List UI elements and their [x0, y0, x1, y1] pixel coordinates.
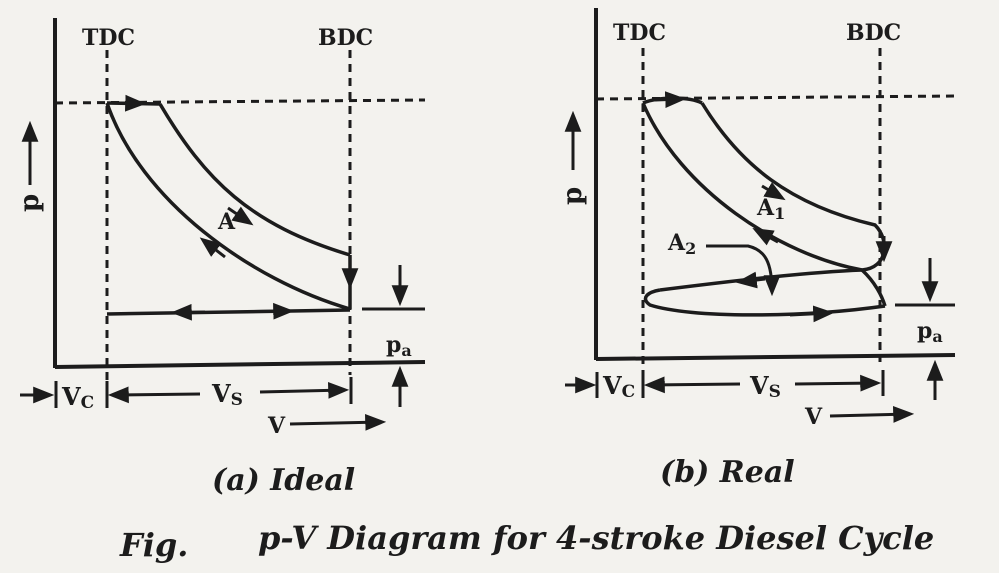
tdc-label-b: TDC: [613, 20, 666, 46]
p-axis-label-b: p: [558, 187, 588, 205]
v-axis-arrow-b: [829, 406, 915, 423]
pa-label-b: pa: [917, 318, 943, 346]
bdc-label-b: BDC: [846, 20, 901, 46]
v-axis-label-b: V: [804, 404, 823, 430]
panel-ideal: [20, 18, 426, 431]
arrow-compression-a: [199, 237, 226, 259]
arrow-expansion-a: [227, 206, 254, 226]
vs-label-b: VS: [749, 371, 781, 402]
suction-line-a: [106, 308, 351, 316]
vc-label-a: VC: [61, 382, 94, 413]
arrow-expansion-b: [761, 182, 786, 201]
v-axis-label-a: V: [267, 413, 286, 439]
vs-arrow-left-a: [107, 386, 201, 404]
compression-curve-a: [105, 102, 351, 311]
vs-arrow-right-b: [794, 374, 882, 392]
caption-real: (b) Real: [660, 455, 795, 490]
area-label-a2: A2: [667, 230, 696, 258]
arrow-exhaust-stroke-b: [735, 271, 766, 289]
suction-return-b: [643, 288, 886, 317]
vc-label-b: VC: [602, 371, 635, 402]
v-axis-line-b: [595, 353, 956, 361]
tdc-label-a: TDC: [82, 25, 135, 51]
expansion-curve-a: [158, 103, 351, 257]
arrow-suction-left-a: [170, 303, 206, 321]
area-label-a1: A1: [756, 195, 785, 223]
vs-arrow-right-a: [259, 381, 350, 399]
arrow-combustion-b: [654, 91, 687, 109]
area-label-a: A: [217, 209, 236, 235]
a2-leader-b: [706, 244, 781, 297]
arrow-suction-right-a: [254, 302, 295, 320]
arrow-combustion-a: [117, 94, 147, 112]
bdc-label-a: BDC: [318, 25, 373, 51]
vs-arrow-left-b: [643, 376, 741, 394]
arrow-compression-b: [752, 227, 779, 246]
vs-label-a: VS: [211, 379, 243, 410]
pa-label-a: pa: [386, 332, 412, 360]
max-pressure-guide-b: [595, 94, 956, 101]
caption-ideal: (a) Ideal: [212, 463, 355, 498]
v-axis-arrow-a: [289, 413, 387, 431]
figure-title: p-V Diagram for 4-stroke Diesel Cycle: [258, 519, 934, 557]
panel-real: [564, 8, 956, 423]
exhaust-stroke-b: [860, 268, 887, 307]
v-axis-line-a: [54, 360, 426, 369]
compression-curve-b: [641, 102, 863, 272]
arrow-suction-b: [789, 305, 835, 323]
figure-label: Fig.: [119, 526, 188, 564]
p-axis-label-a: p: [15, 194, 45, 212]
